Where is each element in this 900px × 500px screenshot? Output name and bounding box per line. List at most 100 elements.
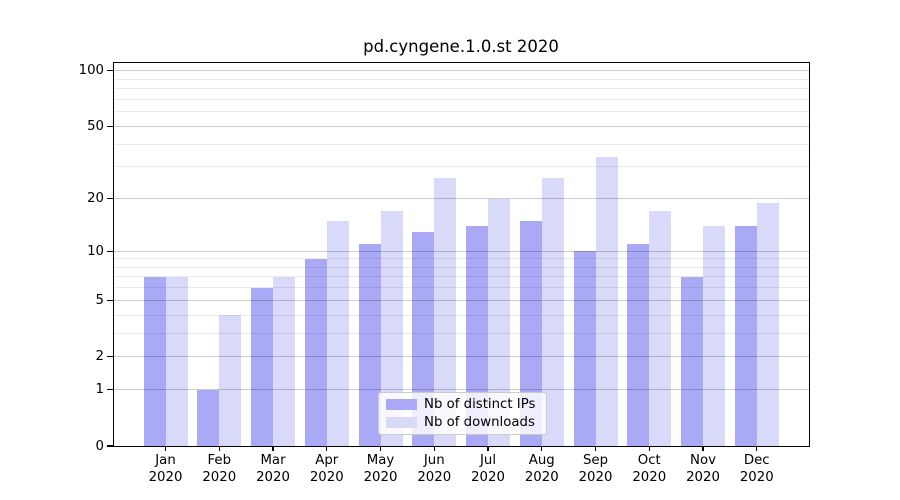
gridline-minor-80 (114, 88, 809, 90)
bar-oct-distinct-ips (627, 244, 650, 446)
x-tick-label-apr: Apr 2020 (299, 453, 355, 486)
gridline-minor-60 (114, 111, 809, 113)
bar-nov-downloads (703, 225, 725, 446)
x-tick-mar (272, 446, 274, 451)
legend-item-distinct-ips: Nb of distinct IPs (386, 397, 540, 412)
x-tick-aug (541, 446, 543, 451)
x-tick-label-dec: Dec 2020 (729, 453, 785, 486)
x-label-month: Sep (582, 453, 609, 468)
bar-jul-distinct-ips (466, 225, 488, 446)
y-tick-50 (107, 125, 113, 128)
x-tick-oct (648, 446, 650, 451)
x-label-year: 2020 (417, 469, 452, 485)
x-tick-label-sep: Sep 2020 (568, 453, 624, 486)
distinct-ips-swatch-icon (386, 399, 417, 411)
y-tick-2 (107, 356, 113, 358)
y-tick-label-20: 20 (87, 191, 104, 207)
x-label-year: 2020 (256, 469, 290, 485)
x-label-year: 2020 (202, 469, 237, 485)
x-label-month: Jan (155, 453, 176, 468)
bar-aug-distinct-ips (519, 220, 542, 446)
x-label-month: Dec (743, 453, 770, 468)
x-label-month: Nov (690, 453, 716, 468)
bar-sep-distinct-ips (573, 251, 596, 446)
x-label-year: 2020 (524, 469, 559, 485)
y-tick-label-50: 50 (87, 118, 104, 134)
x-label-month: Oct (637, 453, 661, 468)
chart-title: pd.cyngene.1.0.st 2020 (363, 37, 559, 56)
x-tick-label-aug: Aug 2020 (514, 453, 570, 486)
x-tick-label-mar: Mar 2020 (245, 453, 301, 486)
gridline-major-50 (114, 125, 809, 127)
bar-apr-distinct-ips (304, 258, 327, 446)
bar-oct-downloads (649, 211, 672, 446)
x-label-year: 2020 (148, 469, 183, 485)
x-label-year: 2020 (363, 469, 398, 485)
gridline-major-100 (114, 70, 809, 72)
x-label-year: 2020 (632, 469, 667, 485)
x-tick-nov (702, 446, 704, 451)
x-label-month: Jul (479, 453, 497, 468)
bar-nov-distinct-ips (681, 276, 703, 446)
x-tick-jul (487, 446, 489, 451)
legend-label: Nb of distinct IPs (424, 397, 536, 413)
x-label-year: 2020 (686, 469, 720, 485)
x-tick-label-may: May 2020 (353, 453, 409, 486)
bar-mar-distinct-ips (251, 287, 273, 446)
y-tick-label-10: 10 (87, 243, 104, 259)
x-label-month: Apr (315, 453, 339, 468)
gridline-minor-70 (114, 99, 809, 101)
x-label-year: 2020 (309, 469, 344, 485)
bar-jan-downloads (165, 276, 188, 446)
gridline-major-20 (114, 198, 809, 200)
x-label-month: Jun (423, 453, 445, 468)
bar-jan-distinct-ips (143, 276, 166, 446)
bar-dec-downloads (756, 202, 779, 446)
gridline-minor-90 (114, 78, 809, 80)
x-label-month: Feb (207, 453, 232, 468)
x-label-month: Mar (260, 453, 286, 468)
downloads-swatch-icon (386, 416, 417, 428)
x-tick-feb (218, 446, 220, 451)
y-tick-1 (107, 389, 113, 391)
bar-apr-downloads (326, 220, 349, 446)
x-tick-jun (433, 446, 435, 451)
x-label-month: Aug (528, 453, 555, 468)
gridline-minor-30 (114, 166, 809, 168)
x-tick-apr (326, 446, 328, 451)
x-label-year: 2020 (578, 469, 613, 485)
bar-feb-distinct-ips (197, 389, 220, 446)
y-tick-label-2: 2 (95, 349, 104, 365)
x-label-year: 2020 (471, 469, 505, 485)
y-tick-label-5: 5 (95, 292, 104, 308)
bar-jun-downloads (434, 178, 457, 446)
legend-label: Nb of downloads (424, 414, 535, 430)
y-tick-20 (107, 197, 113, 200)
x-tick-may (379, 446, 382, 451)
bar-may-distinct-ips (358, 244, 381, 446)
x-label-year: 2020 (739, 469, 774, 485)
bar-mar-downloads (273, 276, 295, 446)
y-tick-10 (107, 250, 113, 252)
y-tick-label-1: 1 (95, 382, 104, 398)
x-tick-label-nov: Nov 2020 (675, 453, 731, 486)
bar-sep-downloads (595, 157, 618, 446)
y-tick-0 (107, 445, 113, 447)
x-tick-label-jan: Jan 2020 (138, 453, 194, 486)
legend-item-downloads: Nb of downloads (386, 415, 540, 430)
legend: Nb of distinct IPs Nb of downloads (378, 392, 547, 435)
y-tick-5 (107, 299, 113, 301)
bar-dec-distinct-ips (734, 225, 757, 446)
bar-jul-downloads (488, 198, 510, 446)
x-label-month: May (366, 453, 395, 468)
y-tick-label-0: 0 (95, 438, 104, 454)
y-tick-100 (107, 70, 113, 72)
x-tick-label-jul: Jul 2020 (460, 453, 516, 486)
x-tick-label-oct: Oct 2020 (621, 453, 677, 486)
x-tick-dec (756, 446, 758, 451)
gridline-minor-40 (114, 143, 809, 145)
y-tick-label-100: 100 (78, 63, 104, 79)
x-tick-label-feb: Feb 2020 (191, 453, 247, 486)
bar-feb-downloads (219, 315, 242, 446)
